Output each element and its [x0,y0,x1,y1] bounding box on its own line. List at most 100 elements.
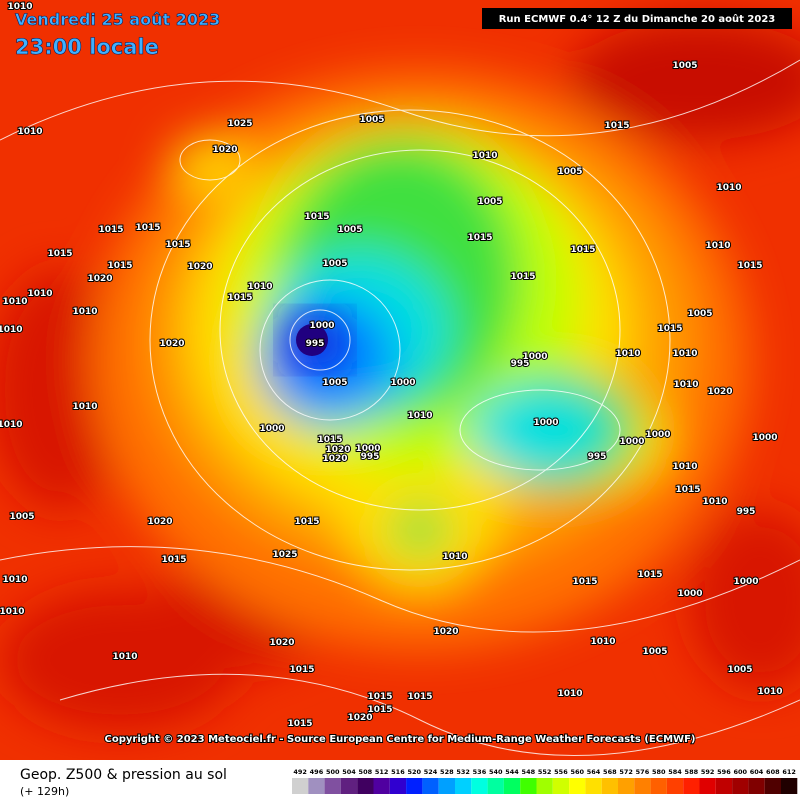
scale-label: 500 [326,768,340,776]
isobar-label: 1010 [0,420,23,430]
isobar-label: 1005 [642,647,667,657]
isobar-label: 995 [588,452,607,462]
scale-label: 532 [456,768,470,776]
isobar-label: 1020 [325,445,350,455]
footer-lead: (+ 129h) [20,785,69,798]
isobar-label: 995 [361,452,380,462]
scale-swatch [324,778,341,794]
isobar-label: 1010 [0,325,23,335]
isobar-label: 1005 [687,309,712,319]
isobar-label: 1000 [355,444,380,454]
scale-swatch [292,778,309,794]
scale-swatch [536,778,553,794]
scale-swatch [373,778,390,794]
scale-swatch [764,778,781,794]
isobar-label: 1015 [161,555,186,565]
scale-label: 592 [701,768,715,776]
isobar-label: 1010 [716,183,741,193]
isobar-label: 1020 [187,262,212,272]
isobar-label: 1000 [677,589,702,599]
scale-label: 512 [375,768,389,776]
isobar-label: 1010 [112,652,137,662]
scale-label: 540 [489,768,503,776]
isobar-label: 1005 [322,378,347,388]
isobar-label: 1015 [675,485,700,495]
isobar-label: 1015 [289,665,314,675]
scale-swatch [422,778,439,794]
isobar-label: 1000 [309,321,334,331]
footer-title: Geop. Z500 & pression au sol [20,767,227,783]
scale-swatch [455,778,472,794]
scale-label: 496 [310,768,324,776]
isobar-label: 1010 [407,411,432,421]
scale-label: 556 [554,768,568,776]
isobar-label: 1010 [7,2,32,12]
scale-swatch [634,778,651,794]
isobar-label: 1000 [752,433,777,443]
scale-label: 604 [750,768,764,776]
isobar-label: 1020 [159,339,184,349]
isobar-label: 1015 [304,212,329,222]
isobar-label: 1010 [72,307,97,317]
isobar-label: 1015 [98,225,123,235]
isobar-label: 1005 [9,512,34,522]
scale-swatch [585,778,602,794]
scale-label: 568 [603,768,617,776]
isobar-label: 1020 [87,274,112,284]
isobar-label: 1005 [727,665,752,675]
isobar-label: 1015 [407,692,432,702]
scale-label: 588 [685,768,699,776]
isobar-label: 1015 [165,240,190,250]
scale-label: 560 [570,768,584,776]
isobar-label: 1010 [672,462,697,472]
scale-label: 492 [293,768,307,776]
scale-label: 504 [342,768,356,776]
isobar-label: 1015 [317,435,342,445]
scale-swatch [781,778,798,794]
run-box [482,8,792,29]
isobar-label: 1015 [135,223,160,233]
scale-label: 516 [391,768,405,776]
scale-label: 580 [652,768,666,776]
scale-label: 608 [766,768,780,776]
scale-swatch [569,778,586,794]
isobar-label: 1020 [707,387,732,397]
isobar-label: 1005 [477,197,502,207]
isobar-label: 1010 [0,607,25,617]
isobar-label: 1015 [572,577,597,587]
scale-swatch [618,778,635,794]
scale-swatch [601,778,618,794]
isobar-label: 1010 [672,349,697,359]
isobar-label: 1015 [227,293,252,303]
isobar-label: 1015 [287,719,312,729]
scale-swatch [748,778,765,794]
isobar-label: 1025 [272,550,297,560]
isobar-label: 1020 [322,454,347,464]
isobar-label: 1015 [467,233,492,243]
isobar-label: 1000 [390,378,415,388]
scale-label: 596 [717,768,731,776]
scale-swatch [308,778,325,794]
isobar-label: 1010 [472,151,497,161]
isobar-label: 1000 [733,577,758,587]
scale-swatch [552,778,570,794]
isobar-label: 1010 [705,241,730,251]
scale-label: 544 [505,768,519,776]
isobar-label: 1010 [27,289,52,299]
isobar-label: 1015 [637,570,662,580]
scale-swatch [406,778,423,794]
isobar-label: 1005 [359,115,384,125]
scale-swatch [520,778,537,794]
isobar-label: 1020 [212,145,237,155]
isobar-label: 1020 [433,627,458,637]
isobar-label: 1010 [2,575,27,585]
scale-label: 520 [407,768,421,776]
scale-swatch [487,778,504,794]
scale-label: 508 [359,768,373,776]
isobar-label: 1005 [337,225,362,235]
isobar-label: 1000 [533,418,558,428]
scale-swatch [503,778,521,794]
scale-label: 572 [619,768,633,776]
isobar-label: 1015 [510,272,535,282]
isobar-label: 1025 [227,119,252,129]
